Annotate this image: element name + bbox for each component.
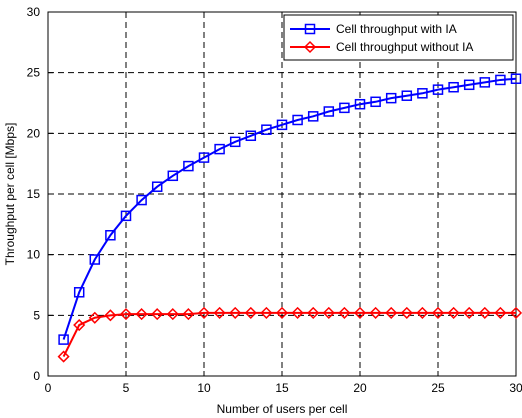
x-tick-label: 15 [275,381,289,395]
x-tick-label: 5 [123,381,130,395]
data-point [416,306,429,319]
series-1 [58,73,522,345]
data-point [167,170,179,182]
data-point [292,114,303,126]
data-point [276,119,288,131]
axis-ticks: 0 5 10 15 20 25 30 0 5 10 15 20 25 30 [27,5,522,395]
legend-item: Cell throughput with IA [290,22,457,36]
data-point [260,306,273,319]
data-point [105,230,116,241]
data-point [213,306,226,319]
data-point [479,77,491,88]
data-point [509,306,522,319]
data-point [57,350,70,363]
data-point [275,306,289,319]
x-tick-label: 25 [431,381,445,395]
data-point [136,194,147,206]
data-point [198,152,210,163]
data-point [385,92,397,104]
data-point [338,306,351,319]
legend-box [283,14,514,61]
y-tick-label: 15 [27,187,41,201]
data-point [229,306,242,319]
data-point [353,306,367,319]
data-point [244,306,257,319]
y-tick-label: 20 [27,126,41,140]
y-axis-label: Throughput per cell [Mbps] [3,123,17,266]
data-point [510,73,522,84]
data-point [197,306,211,319]
data-point [151,308,164,321]
data-point [119,308,133,321]
data-point [354,98,366,110]
data-point [400,306,413,319]
y-tick-label: 10 [27,248,41,262]
data-point [151,181,163,192]
data-point [431,306,445,319]
data-point [307,306,320,319]
y-tick-label: 30 [27,5,41,19]
series-line [62,77,517,340]
data-point [135,308,148,321]
legend-label: Cell throughput with IA [336,22,457,36]
x-tick-label: 10 [197,381,211,395]
series-line [62,311,516,358]
data-point [214,143,225,155]
data-point [58,334,69,345]
data-point [339,102,350,114]
data-point [73,318,86,332]
data-point [370,96,381,108]
data-point [323,106,335,117]
data-point [229,136,241,148]
legend-item: Cell throughput without IA [290,40,473,54]
data-point [463,79,475,91]
x-tick-label: 30 [509,381,522,395]
data-point [166,308,179,321]
data-point [89,254,101,265]
data-point [104,309,117,322]
data-point [494,306,507,319]
series-layer [57,73,522,363]
x-axis-label: Number of users per cell [217,402,348,416]
legend-swatch-marker [304,23,316,35]
data-point [182,308,195,321]
legend: Cell throughput with IA Cell throughput w… [283,14,514,61]
data-point [88,311,101,324]
y-tick-label: 25 [27,66,41,80]
x-tick-label: 0 [45,381,52,395]
data-point [495,74,506,86]
x-tick-label: 20 [353,381,367,395]
y-tick-label: 0 [33,369,40,383]
data-point [463,306,476,319]
data-point [322,306,335,319]
data-point [448,81,459,93]
data-point [401,90,413,101]
legend-label: Cell throughput without IA [336,40,473,54]
data-point [417,88,428,99]
data-point [120,210,132,222]
data-point [447,306,460,319]
y-tick-label: 5 [33,308,40,322]
data-point [307,111,319,122]
legend-swatch-marker [303,40,317,54]
data-point [385,306,398,319]
data-point [478,306,491,319]
data-point [291,306,304,319]
data-point [183,160,194,172]
data-point [369,306,382,319]
series-2 [57,306,522,363]
data-point [261,124,272,135]
grid [48,12,516,376]
data-point [245,130,257,142]
data-point [432,84,444,95]
data-point [73,287,85,298]
